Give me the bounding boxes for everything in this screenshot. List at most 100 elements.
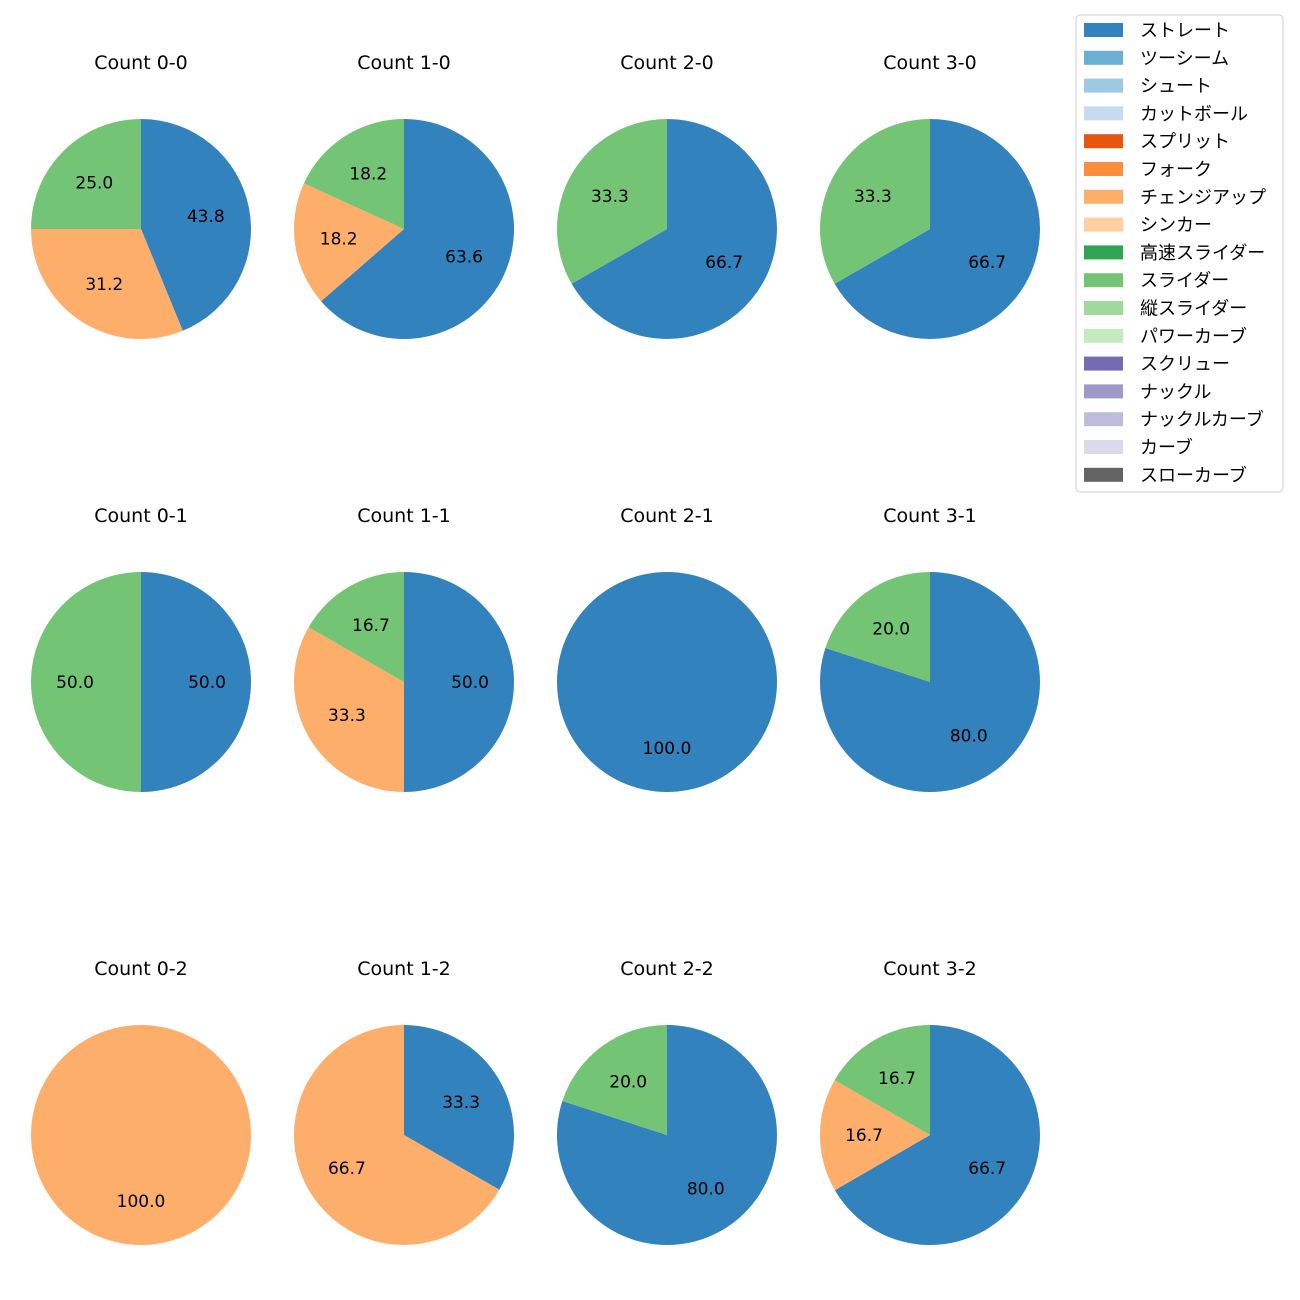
pie-slice [303, 119, 404, 229]
legend-frame [1075, 14, 1284, 493]
pie-slice [562, 1025, 667, 1135]
slice-label: 50.0 [451, 673, 489, 693]
slice-label: 31.2 [85, 275, 123, 295]
legend-swatch [1084, 384, 1123, 399]
slice-label: 80.0 [950, 726, 988, 746]
legend-label: ナックルカーブ [1140, 409, 1264, 431]
slice-label: 16.7 [845, 1126, 883, 1146]
pie-5: Count 0-1 50.0 50.0 [31, 505, 251, 792]
slice-label: 16.7 [352, 616, 390, 636]
pie-slice [308, 572, 404, 682]
legend-label: フォーク [1140, 160, 1212, 181]
pie-title: Count 0-2 [94, 958, 188, 980]
legend-swatch [1084, 328, 1123, 343]
legend-label: シンカー [1140, 215, 1212, 236]
legend-swatch [1084, 301, 1123, 315]
legend-swatch [1084, 23, 1123, 37]
pie-slice [819, 119, 930, 284]
pie-1: Count 0-0 43.8 31.2 25.0 [31, 52, 252, 340]
legend-swatch [1084, 273, 1123, 288]
legend-swatch [1084, 412, 1123, 427]
pie-slice [31, 119, 141, 229]
legend-swatch [1084, 440, 1123, 454]
pie-7: Count 2-1 100.0 [557, 505, 777, 792]
pie-slice [31, 572, 141, 792]
pie-slice [31, 1025, 251, 1245]
pie-title: Count 1-0 [357, 52, 451, 74]
pie-title: Count 0-1 [94, 505, 188, 527]
pie-slice [141, 572, 251, 792]
slice-label: 33.3 [442, 1093, 480, 1113]
pie-12: Count 3-2 66.7 16.7 16.7 [819, 958, 1040, 1245]
pie-4: Count 3-0 66.7 33.3 [819, 52, 1040, 339]
pie-title: Count 3-1 [883, 505, 977, 527]
slice-label: 66.7 [705, 253, 743, 273]
pie-title: Count 1-2 [357, 958, 451, 980]
pie-slice [834, 119, 1040, 339]
slice-label: 66.7 [968, 253, 1006, 273]
slice-label: 50.0 [188, 673, 226, 693]
pie-slice [819, 1080, 930, 1191]
pie-title: Count 3-2 [883, 958, 977, 980]
pie-title: Count 3-0 [883, 52, 977, 74]
pie-title: Count 0-0 [94, 52, 188, 74]
pie-slice [294, 183, 404, 302]
pie-slice [404, 1025, 515, 1190]
slice-label: 80.0 [687, 1179, 725, 1199]
pie-slice [141, 119, 252, 331]
pie-slice [825, 572, 930, 682]
legend-label: スローカーブ [1140, 464, 1247, 486]
slice-label: 33.3 [854, 187, 892, 207]
legend-label: 高速スライダー [1140, 243, 1265, 264]
slice-label: 50.0 [56, 673, 94, 693]
legend-label: カーブ [1140, 437, 1193, 459]
pie-slice [556, 1025, 777, 1245]
slice-label: 63.6 [445, 247, 483, 267]
slice-label: 66.7 [328, 1159, 366, 1179]
slice-label: 33.3 [328, 706, 366, 726]
pie-slice [321, 119, 515, 339]
pie-8: Count 3-1 80.0 20.0 [819, 505, 1040, 792]
legend-label: カットボール [1140, 104, 1248, 125]
slice-label: 25.0 [75, 173, 113, 193]
legend-swatch [1084, 245, 1123, 260]
legend-swatch [1084, 356, 1123, 371]
slice-label: 18.2 [320, 230, 358, 250]
slice-label: 66.7 [968, 1159, 1006, 1179]
slice-label: 100.0 [643, 739, 692, 759]
pie-slice [819, 572, 1040, 792]
legend-label: パワーカーブ [1140, 325, 1247, 347]
legend-swatch [1084, 162, 1123, 176]
legend-swatch [1084, 78, 1123, 93]
pie-slice [31, 229, 183, 340]
pie-6: Count 1-1 50.0 33.3 16.7 [293, 505, 514, 792]
slice-label: 18.2 [349, 165, 387, 185]
legend-label: スクリュー [1140, 354, 1230, 375]
legend-label: シュート [1140, 76, 1212, 97]
legend-swatch [1084, 50, 1123, 65]
slice-label: 20.0 [609, 1073, 647, 1093]
legend-label: 縦スライダー [1140, 299, 1247, 320]
pie-title: Count 2-2 [620, 958, 714, 980]
legend-label: ナックル [1140, 382, 1211, 403]
legend-swatch [1084, 189, 1123, 204]
legend-swatch [1084, 217, 1123, 232]
pie-slice [556, 119, 667, 284]
pie-11: Count 2-2 80.0 20.0 [556, 958, 777, 1245]
pie-3: Count 2-0 66.7 33.3 [556, 52, 777, 339]
legend-swatch [1084, 467, 1123, 482]
pie-10: Count 1-2 33.3 66.7 [294, 958, 515, 1245]
legend-label: スライダー [1140, 271, 1229, 292]
legend-swatch [1084, 134, 1123, 149]
pie-2: Count 1-0 63.6 18.2 18.2 [294, 52, 515, 339]
pie-9: Count 0-2 100.0 [31, 958, 251, 1245]
slice-label: 100.0 [117, 1192, 166, 1212]
pie-title: Count 2-0 [620, 52, 714, 74]
slice-label: 20.0 [872, 620, 910, 640]
pie-title: Count 1-1 [357, 505, 451, 527]
pie-slice [834, 1025, 1040, 1245]
legend-label: チェンジアップ [1140, 187, 1266, 208]
slice-label: 33.3 [591, 187, 629, 207]
pie-slice [294, 1025, 500, 1245]
